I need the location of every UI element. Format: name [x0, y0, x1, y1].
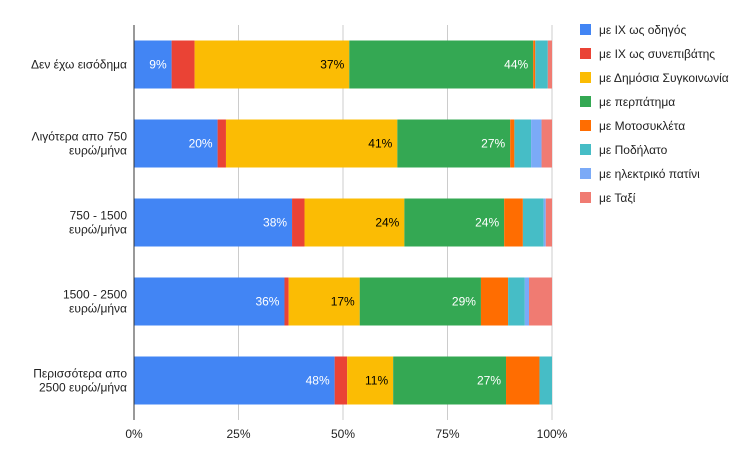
legend-label: με Ποδήλατο [599, 143, 668, 157]
bar-segment [510, 119, 515, 168]
data-label: 36% [255, 295, 279, 309]
bar-segment [393, 356, 507, 405]
data-label: 27% [481, 137, 505, 151]
data-label: 20% [189, 137, 213, 151]
bar-segment [541, 119, 552, 168]
bar-segment [533, 40, 536, 89]
legend-label: με ΙΧ ως συνεπιβάτης [599, 47, 715, 61]
legend-swatch [580, 192, 591, 203]
bar-segment [347, 356, 394, 405]
data-label: 38% [263, 216, 287, 230]
bar-segment [217, 119, 226, 168]
x-tick-label: 100% [537, 427, 568, 441]
x-tick-label: 25% [226, 427, 250, 441]
bar-segment [535, 40, 548, 89]
category-label: Λιγότερα απο 750 [32, 130, 128, 144]
x-tick-label: 75% [435, 427, 459, 441]
legend-swatch [580, 96, 591, 107]
bar-segment [522, 198, 544, 247]
bar-segment [547, 40, 552, 89]
bars [134, 40, 552, 405]
category-label: ευρώ/μήνα [69, 223, 127, 237]
legend: με ΙΧ ως οδηγός με ΙΧ ως συνεπιβάτης με Δη… [580, 23, 729, 205]
x-tick-label: 0% [125, 427, 143, 441]
bar-segment [334, 356, 348, 405]
legend-label: με περπάτημα [599, 95, 675, 109]
legend-label: με Μοτοσυκλέτα [599, 119, 685, 133]
bar-segment [134, 198, 293, 247]
legend-swatch [580, 48, 591, 59]
data-label: 48% [306, 374, 330, 388]
bar-segment [304, 198, 405, 247]
data-label: 29% [452, 295, 476, 309]
bar-segment [529, 277, 552, 326]
data-label: 41% [368, 137, 392, 151]
data-label: 17% [331, 295, 355, 309]
category-label: 750 - 1500 [70, 209, 128, 223]
bar-segment [171, 40, 195, 89]
bar-segment [543, 198, 546, 247]
bar-segment [531, 119, 542, 168]
bar-segment [292, 198, 305, 247]
bar-segment [194, 40, 350, 89]
legend-swatch [580, 72, 591, 83]
bar-segment [508, 277, 525, 326]
category-label: Περισσότερα απο [33, 367, 127, 381]
bar-segment [480, 277, 509, 326]
data-label: 9% [149, 58, 167, 72]
bar-segment [506, 356, 540, 405]
legend-swatch [580, 24, 591, 35]
bar-segment [539, 356, 552, 405]
legend-label: με Δημόσια Συγκοινωνία [599, 71, 729, 85]
data-label: 27% [477, 374, 501, 388]
data-label: 11% [365, 374, 388, 388]
data-label: 44% [504, 58, 528, 72]
legend-label: με ΙΧ ως οδηγός [599, 23, 686, 37]
bar-segment [404, 198, 505, 247]
legend-swatch [580, 144, 591, 155]
category-label: 2500 ευρώ/μήνα [39, 381, 127, 395]
category-label: 1500 - 2500 [63, 288, 127, 302]
bar-segment [134, 277, 285, 326]
bar-segment [349, 40, 534, 89]
legend-swatch [580, 120, 591, 131]
category-label: Δεν έχω εισόδημα [31, 58, 127, 72]
x-tick-label: 50% [331, 427, 355, 441]
legend-swatch [580, 168, 591, 179]
bar-segment [545, 198, 552, 247]
bar-segment [134, 356, 335, 405]
bar-segment [284, 277, 289, 326]
value-axis: 0% 25% 50% 75% 100% [125, 427, 567, 441]
legend-label: με ηλεκτρικό πατίνι [599, 167, 700, 181]
bar-segment [288, 277, 360, 326]
data-label: 37% [320, 58, 344, 72]
bar-segment [359, 277, 481, 326]
data-label: 24% [475, 216, 499, 230]
bar-segment [134, 119, 218, 168]
category-label: ευρώ/μήνα [69, 302, 127, 316]
legend-label: με Ταξί [599, 191, 636, 205]
bar-segment [524, 277, 530, 326]
category-label: ευρώ/μήνα [69, 144, 127, 158]
data-labels: 9% 37% 44% 20% 41% 27% 38% 24% 24% 36% 17% 29% 48% 11… [149, 58, 528, 388]
bar-segment [397, 119, 511, 168]
data-label: 24% [375, 216, 399, 230]
bar-segment [134, 40, 172, 89]
bar-segment [225, 119, 398, 168]
bar-segment [514, 119, 532, 168]
bar-segment [504, 198, 523, 247]
